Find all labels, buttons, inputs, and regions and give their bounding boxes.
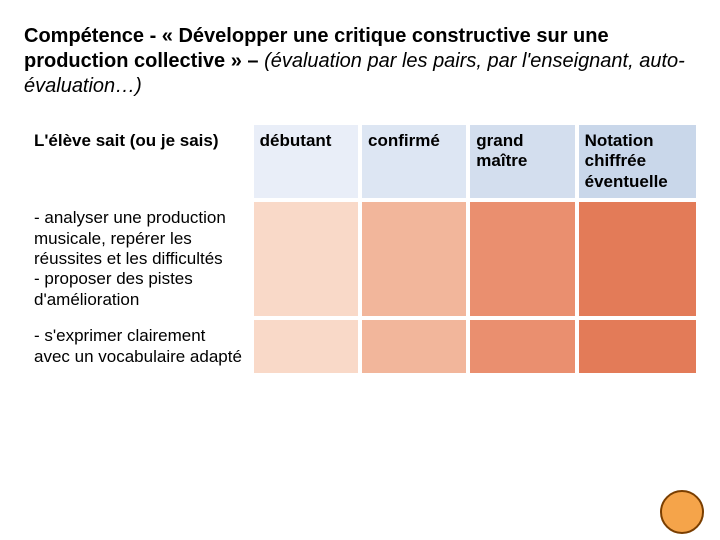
row-confirme-cell bbox=[362, 202, 466, 316]
header-cell-skill: L'élève sait (ou je sais) bbox=[28, 125, 250, 198]
table-header-row: L'élève sait (ou je sais) débutant confi… bbox=[28, 125, 696, 198]
row-notation-cell bbox=[579, 320, 696, 373]
header-cell-grandmaitre: grand maître bbox=[470, 125, 574, 198]
table-row: - analyser une production musicale, repé… bbox=[28, 202, 696, 316]
row-debutant-cell bbox=[254, 320, 358, 373]
row-debutant-cell bbox=[254, 202, 358, 316]
header-cell-confirme: confirmé bbox=[362, 125, 466, 198]
row-skill-cell: - s'exprimer clairement avec un vocabula… bbox=[28, 320, 250, 373]
slide: Compétence - « Développer une critique c… bbox=[0, 0, 720, 540]
header-cell-debutant: débutant bbox=[254, 125, 358, 198]
title-dash: – bbox=[242, 50, 264, 72]
competence-table: L'élève sait (ou je sais) débutant confi… bbox=[24, 121, 700, 377]
header-cell-notation: Notation chiffrée éventuelle bbox=[579, 125, 696, 198]
row-confirme-cell bbox=[362, 320, 466, 373]
row-notation-cell bbox=[579, 202, 696, 316]
row-grandmaitre-cell bbox=[470, 320, 574, 373]
row-grandmaitre-cell bbox=[470, 202, 574, 316]
slide-title: Compétence - « Développer une critique c… bbox=[24, 24, 700, 99]
table-row: - s'exprimer clairement avec un vocabula… bbox=[28, 320, 696, 373]
decorative-circle-icon bbox=[660, 490, 704, 534]
row-skill-cell: - analyser une production musicale, repé… bbox=[28, 202, 250, 316]
